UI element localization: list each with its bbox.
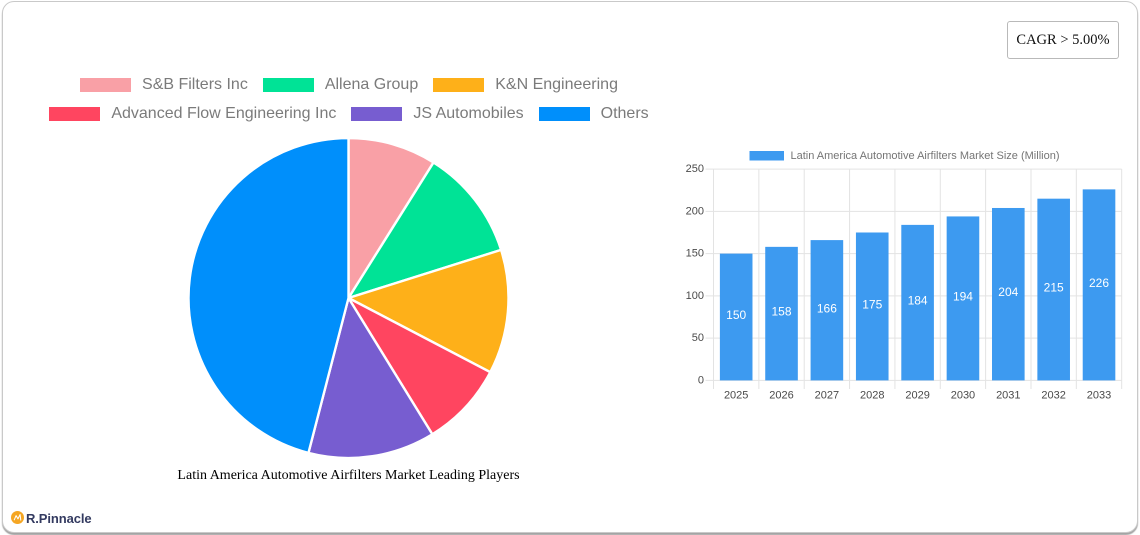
svg-text:Latin America Automotive Airfi: Latin America Automotive Airfilters Mark… <box>791 150 1060 162</box>
svg-text:175: 175 <box>862 297 882 311</box>
svg-text:2025: 2025 <box>724 390 748 402</box>
svg-text:50: 50 <box>692 332 704 344</box>
svg-text:150: 150 <box>686 248 704 260</box>
svg-text:0: 0 <box>698 374 704 386</box>
svg-text:2032: 2032 <box>1041 390 1065 402</box>
svg-text:2027: 2027 <box>815 390 839 402</box>
svg-text:2033: 2033 <box>1087 390 1111 402</box>
svg-text:2029: 2029 <box>905 390 929 402</box>
svg-text:184: 184 <box>908 294 928 308</box>
svg-text:2028: 2028 <box>860 390 884 402</box>
svg-text:2030: 2030 <box>951 390 975 402</box>
svg-text:200: 200 <box>686 205 704 217</box>
svg-text:150: 150 <box>726 308 746 322</box>
svg-text:166: 166 <box>817 301 837 315</box>
svg-text:2026: 2026 <box>769 390 793 402</box>
svg-text:250: 250 <box>686 163 704 175</box>
svg-text:2031: 2031 <box>996 390 1020 402</box>
svg-text:194: 194 <box>953 289 973 303</box>
svg-text:204: 204 <box>998 285 1018 299</box>
svg-text:158: 158 <box>772 305 792 319</box>
svg-text:215: 215 <box>1044 281 1064 295</box>
svg-text:100: 100 <box>686 290 704 302</box>
svg-text:226: 226 <box>1089 276 1109 290</box>
